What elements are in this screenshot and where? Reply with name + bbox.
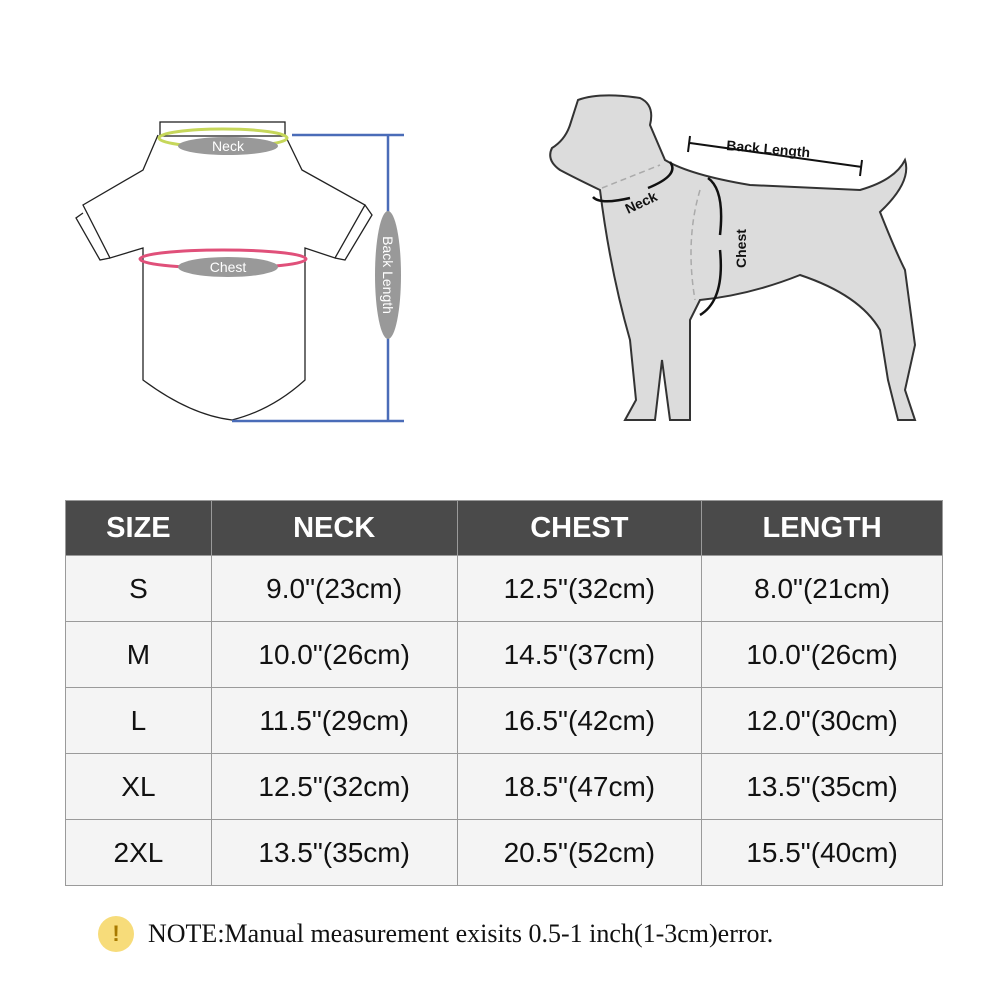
table-cell: 18.5"(47cm) bbox=[456, 753, 703, 820]
table-row: L 11.5"(29cm) 16.5"(42cm) 12.0"(30cm) bbox=[65, 687, 943, 754]
table-cell: 16.5"(42cm) bbox=[456, 687, 703, 754]
table-cell: L bbox=[65, 687, 212, 754]
shirt-chest-label: Chest bbox=[210, 259, 247, 275]
chest-arrows bbox=[699, 176, 723, 317]
table-cell: 12.5"(32cm) bbox=[210, 753, 458, 820]
table-cell: 15.5"(40cm) bbox=[701, 819, 943, 886]
shirt-outline bbox=[82, 134, 366, 421]
table-cell: 8.0"(21cm) bbox=[701, 555, 943, 622]
table-row: M 10.0"(26cm) 14.5"(37cm) 10.0"(26cm) bbox=[65, 621, 943, 688]
table-cell: 13.5"(35cm) bbox=[210, 819, 458, 886]
shirt-length-label: Back Length bbox=[380, 236, 396, 314]
table-row: S 9.0"(23cm) 12.5"(32cm) 8.0"(21cm) bbox=[65, 555, 943, 622]
back-length-marker bbox=[687, 135, 863, 177]
table-cell: 10.0"(26cm) bbox=[210, 621, 458, 688]
table-cell: 11.5"(29cm) bbox=[210, 687, 458, 754]
dog-silhouette bbox=[549, 94, 917, 421]
table-cell: 2XL bbox=[65, 819, 212, 886]
table-row: 2XL 13.5"(35cm) 20.5"(52cm) 15.5"(40cm) bbox=[65, 819, 943, 886]
table-cell: 14.5"(37cm) bbox=[456, 621, 703, 688]
chest-label-pill bbox=[178, 257, 278, 277]
right-cuff bbox=[334, 204, 373, 261]
table-cell: S bbox=[65, 555, 212, 622]
table-row: XL 12.5"(32cm) 18.5"(47cm) 13.5"(35cm) bbox=[65, 753, 943, 820]
back-length-pill bbox=[375, 211, 401, 339]
table-cell: M bbox=[65, 621, 212, 688]
exclamation-icon: ! bbox=[98, 916, 134, 952]
dog-chest-label: Chest bbox=[733, 229, 749, 268]
header-chest: CHEST bbox=[456, 500, 703, 556]
note-text: NOTE:Manual measurement exisits 0.5-1 in… bbox=[148, 919, 774, 948]
table-cell: 13.5"(35cm) bbox=[701, 753, 943, 820]
neck-arrows bbox=[592, 161, 674, 203]
table-header-row: SIZE NECK CHEST LENGTH bbox=[65, 500, 943, 556]
table-cell: 12.5"(32cm) bbox=[456, 555, 703, 622]
table-cell: XL bbox=[65, 753, 212, 820]
note: ! NOTE:Manual measurement exisits 0.5-1 … bbox=[98, 916, 773, 952]
header-size: SIZE bbox=[65, 500, 212, 556]
size-table: SIZE NECK CHEST LENGTH S 9.0"(23cm) 12.5"(… bbox=[65, 500, 943, 886]
table-cell: 9.0"(23cm) bbox=[210, 555, 458, 622]
table-cell: 20.5"(52cm) bbox=[456, 819, 703, 886]
shirt-collar bbox=[159, 121, 286, 137]
shirt-neck-label: Neck bbox=[212, 138, 245, 154]
header-neck: NECK bbox=[210, 500, 458, 556]
left-cuff bbox=[75, 212, 111, 261]
neck-label-pill bbox=[178, 137, 278, 155]
table-cell: 12.0"(30cm) bbox=[701, 687, 943, 754]
measurement-diagrams: Neck Chest Back Length Back Length Neck … bbox=[75, 94, 917, 423]
header-length: LENGTH bbox=[701, 500, 943, 556]
shirt-diagram bbox=[75, 121, 404, 423]
table-cell: 10.0"(26cm) bbox=[701, 621, 943, 688]
dog-back-length-label: Back Length bbox=[726, 137, 811, 160]
dog-diagram bbox=[549, 94, 917, 421]
